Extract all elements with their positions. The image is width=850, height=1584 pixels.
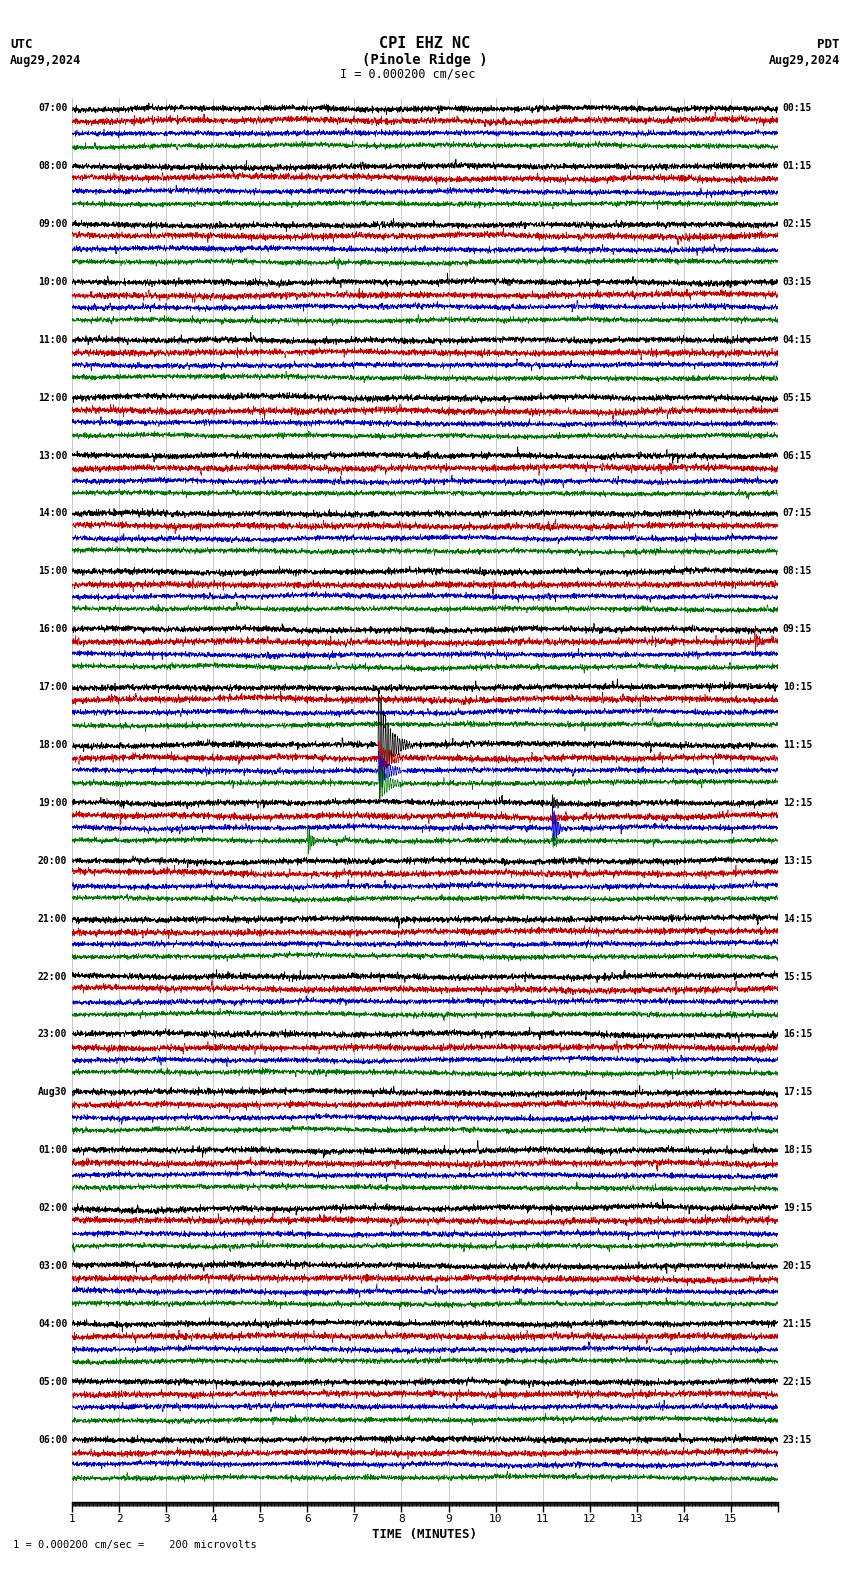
- Text: 08:00: 08:00: [38, 162, 67, 171]
- Text: 05:00: 05:00: [38, 1376, 67, 1388]
- Text: 07:00: 07:00: [38, 103, 67, 114]
- Text: 16:15: 16:15: [783, 1030, 812, 1039]
- Text: 15:00: 15:00: [38, 567, 67, 577]
- Text: 12:15: 12:15: [783, 798, 812, 808]
- Text: (Pinole Ridge ): (Pinole Ridge ): [362, 52, 488, 67]
- Text: Aug30: Aug30: [38, 1087, 67, 1098]
- Text: 02:00: 02:00: [38, 1204, 67, 1213]
- Text: 23:00: 23:00: [38, 1030, 67, 1039]
- Text: 11:15: 11:15: [783, 740, 812, 751]
- Text: Aug29,2024: Aug29,2024: [768, 54, 840, 67]
- Text: 22:15: 22:15: [783, 1376, 812, 1388]
- Text: 11:00: 11:00: [38, 334, 67, 345]
- Text: PDT: PDT: [818, 38, 840, 51]
- X-axis label: TIME (MINUTES): TIME (MINUTES): [372, 1529, 478, 1541]
- Text: 09:15: 09:15: [783, 624, 812, 634]
- Text: 00:15: 00:15: [783, 103, 812, 114]
- Text: 06:15: 06:15: [783, 450, 812, 461]
- Text: 21:15: 21:15: [783, 1319, 812, 1329]
- Text: 13:00: 13:00: [38, 450, 67, 461]
- Text: 04:00: 04:00: [38, 1319, 67, 1329]
- Text: 22:00: 22:00: [38, 971, 67, 982]
- Text: 17:00: 17:00: [38, 683, 67, 692]
- Text: 03:00: 03:00: [38, 1261, 67, 1270]
- Text: 05:15: 05:15: [783, 393, 812, 402]
- Text: 19:15: 19:15: [783, 1204, 812, 1213]
- Text: 20:15: 20:15: [783, 1261, 812, 1270]
- Text: 20:00: 20:00: [38, 855, 67, 866]
- Text: 17:15: 17:15: [783, 1087, 812, 1098]
- Text: 23:15: 23:15: [783, 1435, 812, 1445]
- Text: CPI EHZ NC: CPI EHZ NC: [379, 36, 471, 51]
- Text: 10:15: 10:15: [783, 683, 812, 692]
- Text: 06:00: 06:00: [38, 1435, 67, 1445]
- Text: 14:00: 14:00: [38, 508, 67, 518]
- Text: Aug29,2024: Aug29,2024: [10, 54, 82, 67]
- Text: UTC: UTC: [10, 38, 32, 51]
- Text: 01:00: 01:00: [38, 1145, 67, 1155]
- Text: 10:00: 10:00: [38, 277, 67, 287]
- Text: 01:15: 01:15: [783, 162, 812, 171]
- Text: 12:00: 12:00: [38, 393, 67, 402]
- Text: I = 0.000200 cm/sec: I = 0.000200 cm/sec: [340, 68, 476, 81]
- Text: 1 = 0.000200 cm/sec =    200 microvolts: 1 = 0.000200 cm/sec = 200 microvolts: [13, 1540, 257, 1549]
- Text: 04:15: 04:15: [783, 334, 812, 345]
- Text: 03:15: 03:15: [783, 277, 812, 287]
- Text: 08:15: 08:15: [783, 567, 812, 577]
- Text: 19:00: 19:00: [38, 798, 67, 808]
- Text: 15:15: 15:15: [783, 971, 812, 982]
- Text: 14:15: 14:15: [783, 914, 812, 923]
- Text: 13:15: 13:15: [783, 855, 812, 866]
- Text: 21:00: 21:00: [38, 914, 67, 923]
- Text: 18:00: 18:00: [38, 740, 67, 751]
- Text: 09:00: 09:00: [38, 219, 67, 230]
- Text: 07:15: 07:15: [783, 508, 812, 518]
- Text: 02:15: 02:15: [783, 219, 812, 230]
- Text: 16:00: 16:00: [38, 624, 67, 634]
- Text: 18:15: 18:15: [783, 1145, 812, 1155]
